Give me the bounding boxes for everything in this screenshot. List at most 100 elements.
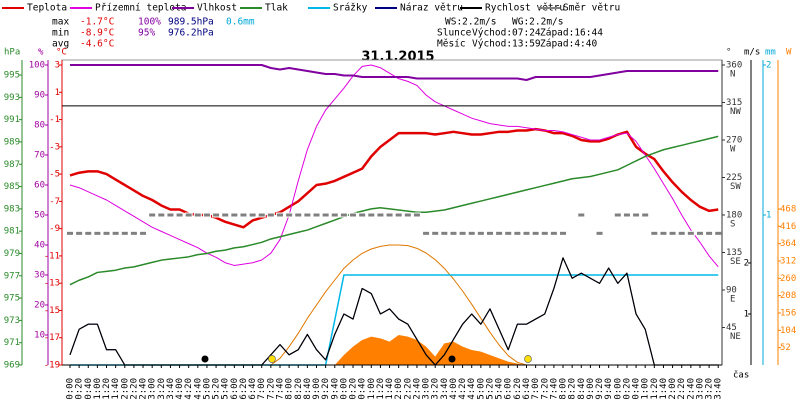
y-tick-label: -5 (49, 170, 60, 180)
x-tick-label: 07:40 (275, 378, 285, 400)
y-tick-label: 30 (34, 271, 45, 281)
x-tick-label: 04:20 (184, 378, 194, 400)
y-tick-label: 991 (4, 115, 20, 125)
direction-dot (705, 230, 714, 236)
y-tick-label: 1 (744, 309, 749, 319)
x-tick-label: 01:00 (93, 378, 103, 400)
axis-unit: ° (726, 48, 731, 58)
x-tick-label: 19:40 (604, 378, 614, 400)
stat-text: min (52, 28, 69, 39)
direction-dot (349, 212, 358, 218)
direction-dot (531, 230, 540, 236)
y-tick-label: -7 (49, 197, 60, 207)
direction-dot (148, 212, 157, 218)
y-tick-label: 3 (55, 61, 60, 71)
direction-dot (111, 230, 120, 236)
x-tick-label: 22:00 (668, 378, 678, 400)
y-tick-label: -9 (49, 224, 60, 234)
y-tick-label: 10 (34, 331, 45, 341)
y-tick-label: 2 (766, 61, 771, 71)
x-tick-label: 13:20 (431, 378, 441, 400)
x-tick-label: 20:20 (622, 378, 632, 400)
y-tick-label: 225 (726, 173, 742, 183)
direction-dot (266, 212, 275, 218)
y-tick-label: 1 (55, 88, 60, 98)
axis-unit: W (786, 48, 792, 58)
direction-dot (285, 212, 294, 218)
chart-title: 31.1.2015 (361, 50, 434, 65)
stat-text: 100% (138, 17, 161, 28)
compass-label: W (730, 145, 736, 155)
x-tick-label: 14:00 (449, 378, 459, 400)
info-text: Slunce (437, 28, 472, 39)
y-tick-label: -17 (44, 333, 60, 343)
direction-dot (75, 230, 84, 236)
x-tick-label: 15:40 (495, 378, 505, 400)
info-text: Východ:13:59 (472, 39, 541, 50)
direction-dot (641, 212, 650, 218)
y-tick-label: 80 (34, 121, 45, 131)
x-tick-label: 08:40 (303, 378, 313, 400)
x-tick-label: 22:40 (686, 378, 696, 400)
axis-unit: °C (56, 48, 67, 58)
direction-dot (66, 230, 74, 236)
x-tick-label: 21:20 (650, 378, 660, 400)
moon-marker (448, 355, 456, 363)
y-tick-label: -11 (44, 251, 60, 261)
direction-dot (157, 212, 166, 218)
x-tick-label: 19:00 (586, 378, 596, 400)
y-tick-label: 52 (780, 343, 791, 353)
direction-dot (495, 230, 504, 236)
y-tick-label: 973 (4, 316, 20, 326)
direction-dot (650, 230, 659, 236)
y-tick-label: 977 (4, 271, 20, 281)
y-tick-label: 995 (4, 71, 20, 81)
direction-dot (102, 230, 111, 236)
x-tick-label: 10:40 (358, 378, 368, 400)
x-tick-label: 07:00 (257, 378, 267, 400)
x-tick-label: 03:20 (157, 378, 167, 400)
direction-dot (376, 212, 385, 218)
axis-unit: m/s (744, 48, 760, 58)
y-tick-label: -15 (44, 306, 60, 316)
direction-dot (686, 230, 695, 236)
info-text: Východ:07:24 (472, 28, 541, 39)
y-tick-label: 981 (4, 227, 20, 237)
x-tick-label: 00:00 (66, 378, 76, 400)
direction-dot (139, 230, 148, 236)
y-tick-label: -19 (44, 361, 60, 371)
y-tick-label: 983 (4, 204, 20, 214)
y-tick-label: 60 (34, 181, 45, 191)
x-tick-label: 19:20 (595, 378, 605, 400)
x-tick-label: 04:00 (175, 378, 185, 400)
legend-label: Teplota (27, 3, 67, 14)
y-tick-label: 260 (780, 274, 796, 284)
direction-dot (184, 212, 193, 218)
direction-dot (458, 230, 467, 236)
x-tick-label: 06:40 (248, 378, 258, 400)
direction-dot (513, 230, 522, 236)
direction-dot (714, 230, 723, 236)
direction-dot (522, 230, 531, 236)
direction-dot (632, 212, 641, 218)
y-tick-label: 270 (726, 136, 742, 146)
y-tick-label: 45 (726, 323, 737, 333)
direction-dot (549, 230, 558, 236)
x-tick-label: 03:40 (166, 378, 176, 400)
legend-label: Směr větru (563, 3, 620, 14)
compass-label: S (730, 220, 735, 230)
x-tick-label: 02:00 (120, 378, 130, 400)
x-tick-label: 18:20 (568, 378, 578, 400)
direction-dot (358, 212, 367, 218)
y-tick-label: 975 (4, 294, 20, 304)
stat-text: -1.7°C (80, 17, 114, 28)
x-tick-label: 04:40 (193, 378, 203, 400)
y-tick-label: 468 (780, 205, 796, 215)
stat-text: -4.6°C (80, 39, 114, 50)
x-tick-label: 06:00 (230, 378, 240, 400)
info-text: Západ:4:40 (540, 39, 597, 50)
direction-dot (595, 230, 604, 236)
stat-text: 976.2hPa (168, 28, 214, 39)
x-tick-label: 20:40 (632, 378, 642, 400)
